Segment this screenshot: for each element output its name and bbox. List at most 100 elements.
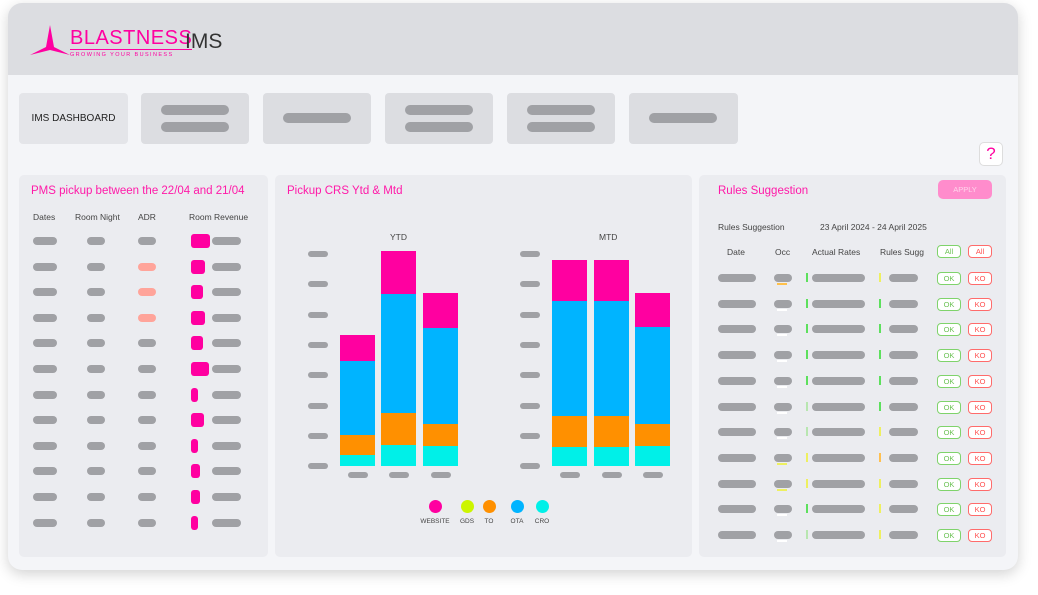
actual-rate-cell	[812, 274, 865, 282]
bar-segment-to	[594, 416, 629, 447]
actual-rate-cell	[812, 531, 865, 539]
y-axis-tick	[308, 311, 328, 318]
adr-cell	[138, 313, 156, 322]
date-cell	[718, 299, 756, 308]
ok-button[interactable]: OK	[937, 374, 961, 388]
date-cell	[718, 531, 756, 539]
rules-sugg-indicator	[879, 375, 881, 385]
date-cell	[718, 402, 756, 411]
occ-cell	[774, 453, 792, 462]
occ-cell	[774, 274, 792, 282]
pms-pickup-panel: PMS pickup between the 22/04 and 21/04 D…	[19, 175, 268, 557]
ko-button[interactable]: KO	[968, 400, 992, 414]
ok-button[interactable]: OK	[937, 477, 961, 491]
ok-button[interactable]: OK	[937, 529, 961, 542]
ko-button[interactable]: KO	[968, 529, 992, 542]
rules-sugg-cell	[889, 505, 918, 514]
ko-button[interactable]: KO	[968, 477, 992, 491]
occ-indicator	[777, 334, 787, 337]
y-axis-tick	[308, 341, 328, 348]
occ-indicator	[777, 385, 787, 388]
ok-button[interactable]: OK	[937, 426, 961, 440]
ok-button[interactable]: OK	[937, 297, 961, 311]
date-cell	[718, 505, 756, 514]
room-revenue-bar	[191, 438, 198, 453]
legend-dot-to	[483, 500, 496, 513]
y-axis-tick	[308, 372, 328, 379]
ko-button[interactable]: KO	[968, 349, 992, 363]
rules-sugg-indicator	[879, 427, 881, 437]
room-revenue-cell	[212, 441, 241, 450]
bar-segment-cro	[635, 446, 670, 466]
bar-segment-website	[423, 293, 458, 328]
occ-cell	[774, 531, 792, 539]
nav-item-4[interactable]	[385, 93, 493, 144]
nav-item-3[interactable]	[263, 93, 371, 144]
actual-rate-indicator	[806, 375, 808, 385]
adr-cell	[138, 288, 156, 297]
adr-cell	[138, 390, 156, 399]
occ-indicator	[777, 308, 787, 311]
legend-dot-gds	[461, 500, 474, 513]
nav-item-2[interactable]	[141, 93, 249, 144]
ok-button[interactable]: OK	[937, 503, 961, 517]
ko-button[interactable]: KO	[968, 503, 992, 517]
rule-row: OK KO	[699, 503, 1006, 517]
ok-button[interactable]: OK	[937, 272, 961, 285]
table-row	[19, 361, 268, 377]
occ-indicator	[777, 360, 787, 363]
date-cell	[718, 479, 756, 488]
nav-ims-dashboard[interactable]: IMS DASHBOARD	[19, 93, 128, 144]
rules-suggestion-panel: Rules Suggestion APPLY Rules Suggestion …	[699, 175, 1006, 557]
ko-button[interactable]: KO	[968, 272, 992, 285]
col-adr: ADR	[138, 212, 156, 222]
table-row	[19, 259, 268, 275]
room-revenue-cell	[212, 518, 241, 527]
accept-all-button[interactable]: All	[937, 245, 961, 258]
rules-sugg-cell	[889, 428, 918, 437]
occ-indicator	[777, 514, 787, 517]
rules-sugg-indicator	[879, 324, 881, 334]
legend-dot-website	[429, 500, 442, 513]
col-room-revenue: Room Revenue	[189, 212, 249, 222]
table-row	[19, 515, 268, 531]
ko-button[interactable]: KO	[968, 426, 992, 440]
date-cell	[33, 365, 57, 373]
ok-button[interactable]: OK	[937, 451, 961, 465]
help-button[interactable]: ?	[979, 142, 1003, 166]
room-revenue-bar	[191, 515, 198, 530]
room-night-cell	[87, 390, 105, 399]
ok-button[interactable]: OK	[937, 323, 961, 337]
ko-button[interactable]: KO	[968, 323, 992, 337]
bar-segment-cro	[340, 455, 375, 466]
ok-button[interactable]: OK	[937, 400, 961, 414]
apply-button[interactable]: APPLY	[938, 180, 992, 199]
ko-button[interactable]: KO	[968, 374, 992, 388]
room-revenue-bar	[191, 234, 210, 248]
bar-segment-website	[594, 260, 629, 301]
table-row	[19, 463, 268, 479]
ok-button[interactable]: OK	[937, 349, 961, 363]
date-cell	[718, 274, 756, 282]
bar-segment-website	[635, 293, 670, 327]
ko-button[interactable]: KO	[968, 451, 992, 465]
table-row	[19, 335, 268, 351]
room-revenue-cell	[212, 493, 241, 501]
actual-rate-indicator	[806, 401, 808, 411]
rules-sugg-indicator	[879, 350, 881, 360]
room-revenue-cell	[212, 390, 241, 399]
header: BLASTNESS GROWING YOUR BUSINESS IMS	[8, 3, 1018, 75]
reject-all-button[interactable]: All	[968, 245, 992, 258]
rule-row: OK KO	[699, 297, 1006, 312]
room-revenue-bar	[191, 285, 203, 300]
room-revenue-cell	[212, 288, 241, 297]
date-cell	[33, 518, 57, 527]
occ-indicator	[777, 488, 787, 491]
rule-row: OK KO	[699, 426, 1006, 440]
brand-tagline: GROWING YOUR BUSINESS	[70, 52, 174, 58]
actual-rate-indicator	[806, 427, 808, 437]
nav-item-6[interactable]	[629, 93, 738, 144]
ko-button[interactable]: KO	[968, 297, 992, 311]
nav-item-5[interactable]	[507, 93, 615, 144]
adr-cell	[138, 441, 156, 450]
